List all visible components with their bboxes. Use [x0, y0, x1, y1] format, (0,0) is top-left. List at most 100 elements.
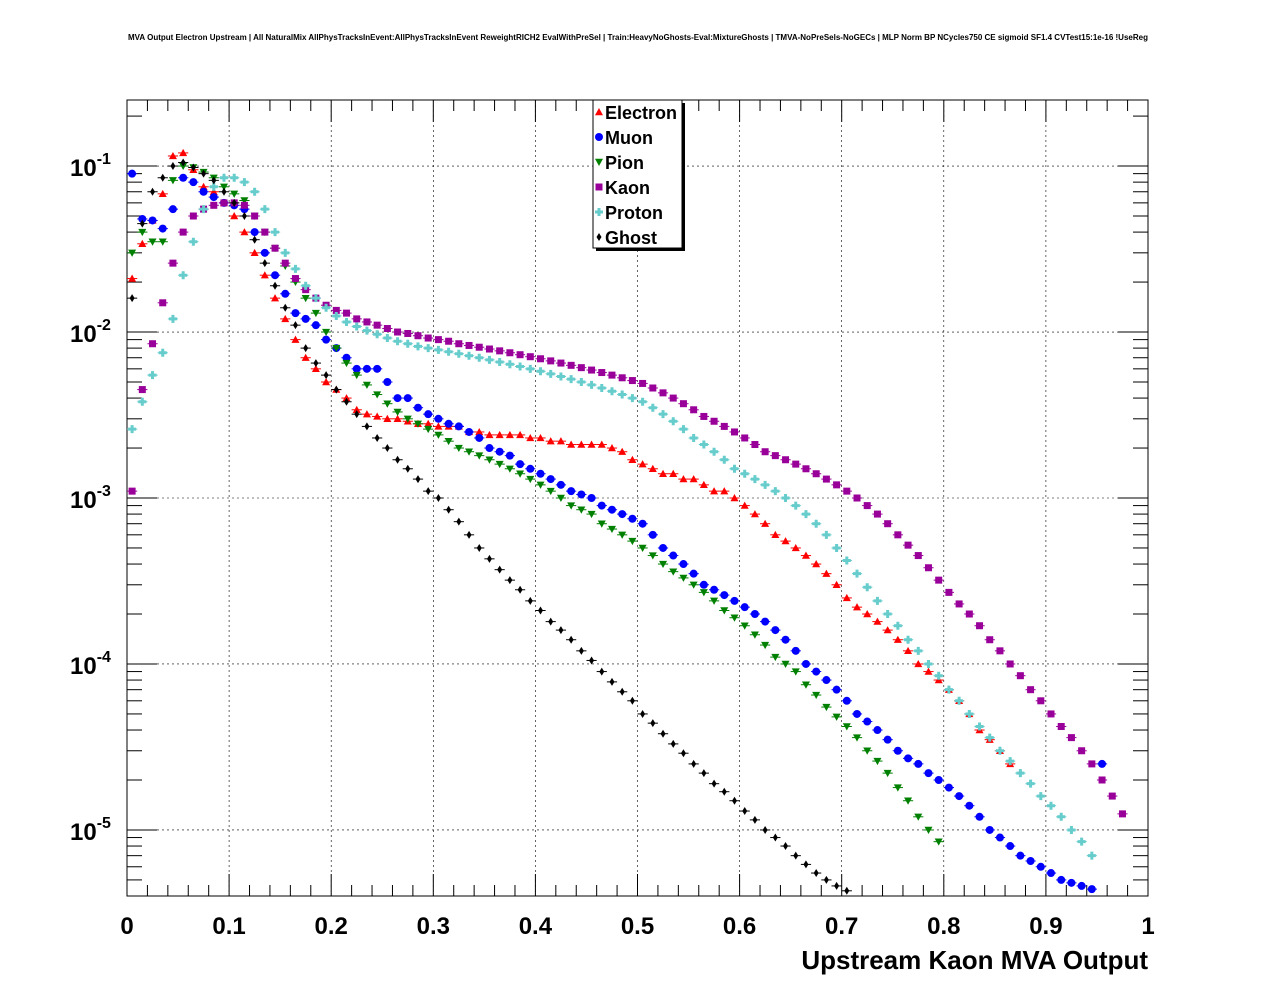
data-point-ghost	[395, 455, 401, 464]
data-point-kaon	[149, 340, 157, 348]
data-point-pion	[710, 597, 719, 605]
data-point-electron	[209, 187, 218, 195]
x-tick-label: 0.7	[825, 913, 858, 940]
data-point-electron	[373, 412, 382, 420]
x-tick-label: 0.2	[315, 913, 348, 940]
data-point-proton	[1047, 801, 1056, 810]
data-point-ghost	[190, 163, 196, 172]
data-point-pion	[332, 344, 341, 353]
data-point-electron	[322, 377, 331, 386]
data-point-proton	[219, 173, 228, 182]
data-point-proton	[1016, 769, 1025, 778]
data-point-proton	[904, 635, 913, 644]
data-point-electron	[771, 530, 780, 539]
data-point-ghost	[548, 617, 554, 626]
data-point-kaon	[914, 552, 922, 560]
data-point-muon	[669, 551, 678, 560]
data-point-proton	[628, 394, 637, 403]
data-point-muon	[730, 596, 739, 605]
data-point-kaon	[690, 406, 698, 414]
data-point-kaon	[557, 359, 565, 367]
data-point-proton	[189, 237, 198, 246]
data-point-proton	[710, 447, 719, 456]
data-point-electron	[240, 228, 249, 236]
data-point-proton	[1026, 779, 1035, 788]
data-point-proton	[853, 569, 862, 578]
data-point-muon	[1087, 885, 1096, 894]
data-point-pion	[311, 309, 320, 318]
data-point-kaon	[720, 422, 728, 430]
data-point-pion	[148, 238, 157, 246]
data-point-pion	[577, 506, 586, 514]
data-point-proton	[128, 425, 137, 434]
data-point-kaon	[373, 321, 381, 329]
data-point-ghost	[844, 886, 850, 895]
data-point-pion	[434, 431, 443, 439]
data-point-electron	[924, 667, 933, 675]
data-point-pion	[536, 481, 545, 489]
data-point-pion	[659, 560, 668, 569]
data-point-electron	[250, 248, 259, 257]
data-point-ghost	[446, 505, 452, 514]
data-point-ghost	[435, 494, 441, 502]
data-point-electron	[362, 410, 371, 418]
data-point-electron	[179, 148, 188, 157]
data-point-ghost	[517, 585, 523, 594]
data-point-electron	[567, 440, 576, 448]
series-kaon	[127, 199, 1128, 818]
data-point-kaon	[455, 340, 463, 348]
x-tick-label: 0	[120, 913, 133, 940]
data-point-proton	[495, 357, 504, 366]
data-point-muon	[1026, 857, 1035, 866]
data-point-pion	[822, 703, 831, 712]
data-point-kaon	[394, 328, 402, 336]
data-point-electron	[699, 480, 708, 489]
data-point-pion	[924, 826, 933, 834]
data-point-proton	[669, 417, 678, 426]
data-point-kaon	[434, 336, 442, 344]
data-point-ghost	[721, 787, 727, 796]
data-point-pion	[465, 448, 474, 456]
data-point-muon	[761, 617, 770, 626]
data-point-proton	[1087, 851, 1096, 860]
data-point-proton	[1077, 837, 1086, 846]
data-point-pion	[158, 238, 167, 246]
data-point-kaon	[1057, 723, 1065, 731]
data-point-electron	[546, 437, 555, 445]
data-point-muon	[128, 169, 137, 178]
data-point-kaon	[485, 345, 493, 353]
data-point-ghost	[813, 869, 819, 878]
data-point-pion	[495, 460, 504, 469]
data-point-muon	[791, 646, 800, 655]
data-point-pion	[556, 494, 565, 502]
data-point-muon	[485, 444, 494, 453]
data-point-pion	[567, 502, 576, 510]
data-point-kaon	[567, 361, 575, 369]
legend-marker-pion	[595, 158, 603, 166]
data-point-proton	[618, 390, 627, 399]
data-point-kaon	[210, 201, 218, 209]
data-point-kaon	[414, 332, 422, 340]
data-point-electron	[424, 419, 433, 427]
data-point-muon	[373, 364, 382, 373]
data-point-muon	[659, 543, 668, 552]
data-point-kaon	[792, 460, 800, 468]
data-point-muon	[260, 248, 269, 257]
data-point-pion	[863, 747, 872, 755]
data-point-kaon	[904, 541, 912, 549]
data-point-muon	[1067, 878, 1076, 887]
data-point-proton	[648, 403, 657, 412]
x-tick-label: 0.3	[417, 913, 450, 940]
x-tick-label: 0.5	[621, 913, 654, 940]
x-tick-label: 1	[1141, 913, 1154, 940]
data-point-kaon	[659, 389, 667, 397]
data-point-muon	[168, 205, 177, 214]
data-point-proton	[985, 733, 994, 742]
data-point-ghost	[650, 719, 656, 728]
data-point-muon	[995, 833, 1004, 842]
data-point-kaon	[1078, 747, 1086, 755]
data-point-proton	[914, 646, 923, 655]
data-point-muon	[393, 394, 402, 403]
data-point-ghost	[170, 162, 176, 171]
data-point-pion	[832, 713, 841, 721]
